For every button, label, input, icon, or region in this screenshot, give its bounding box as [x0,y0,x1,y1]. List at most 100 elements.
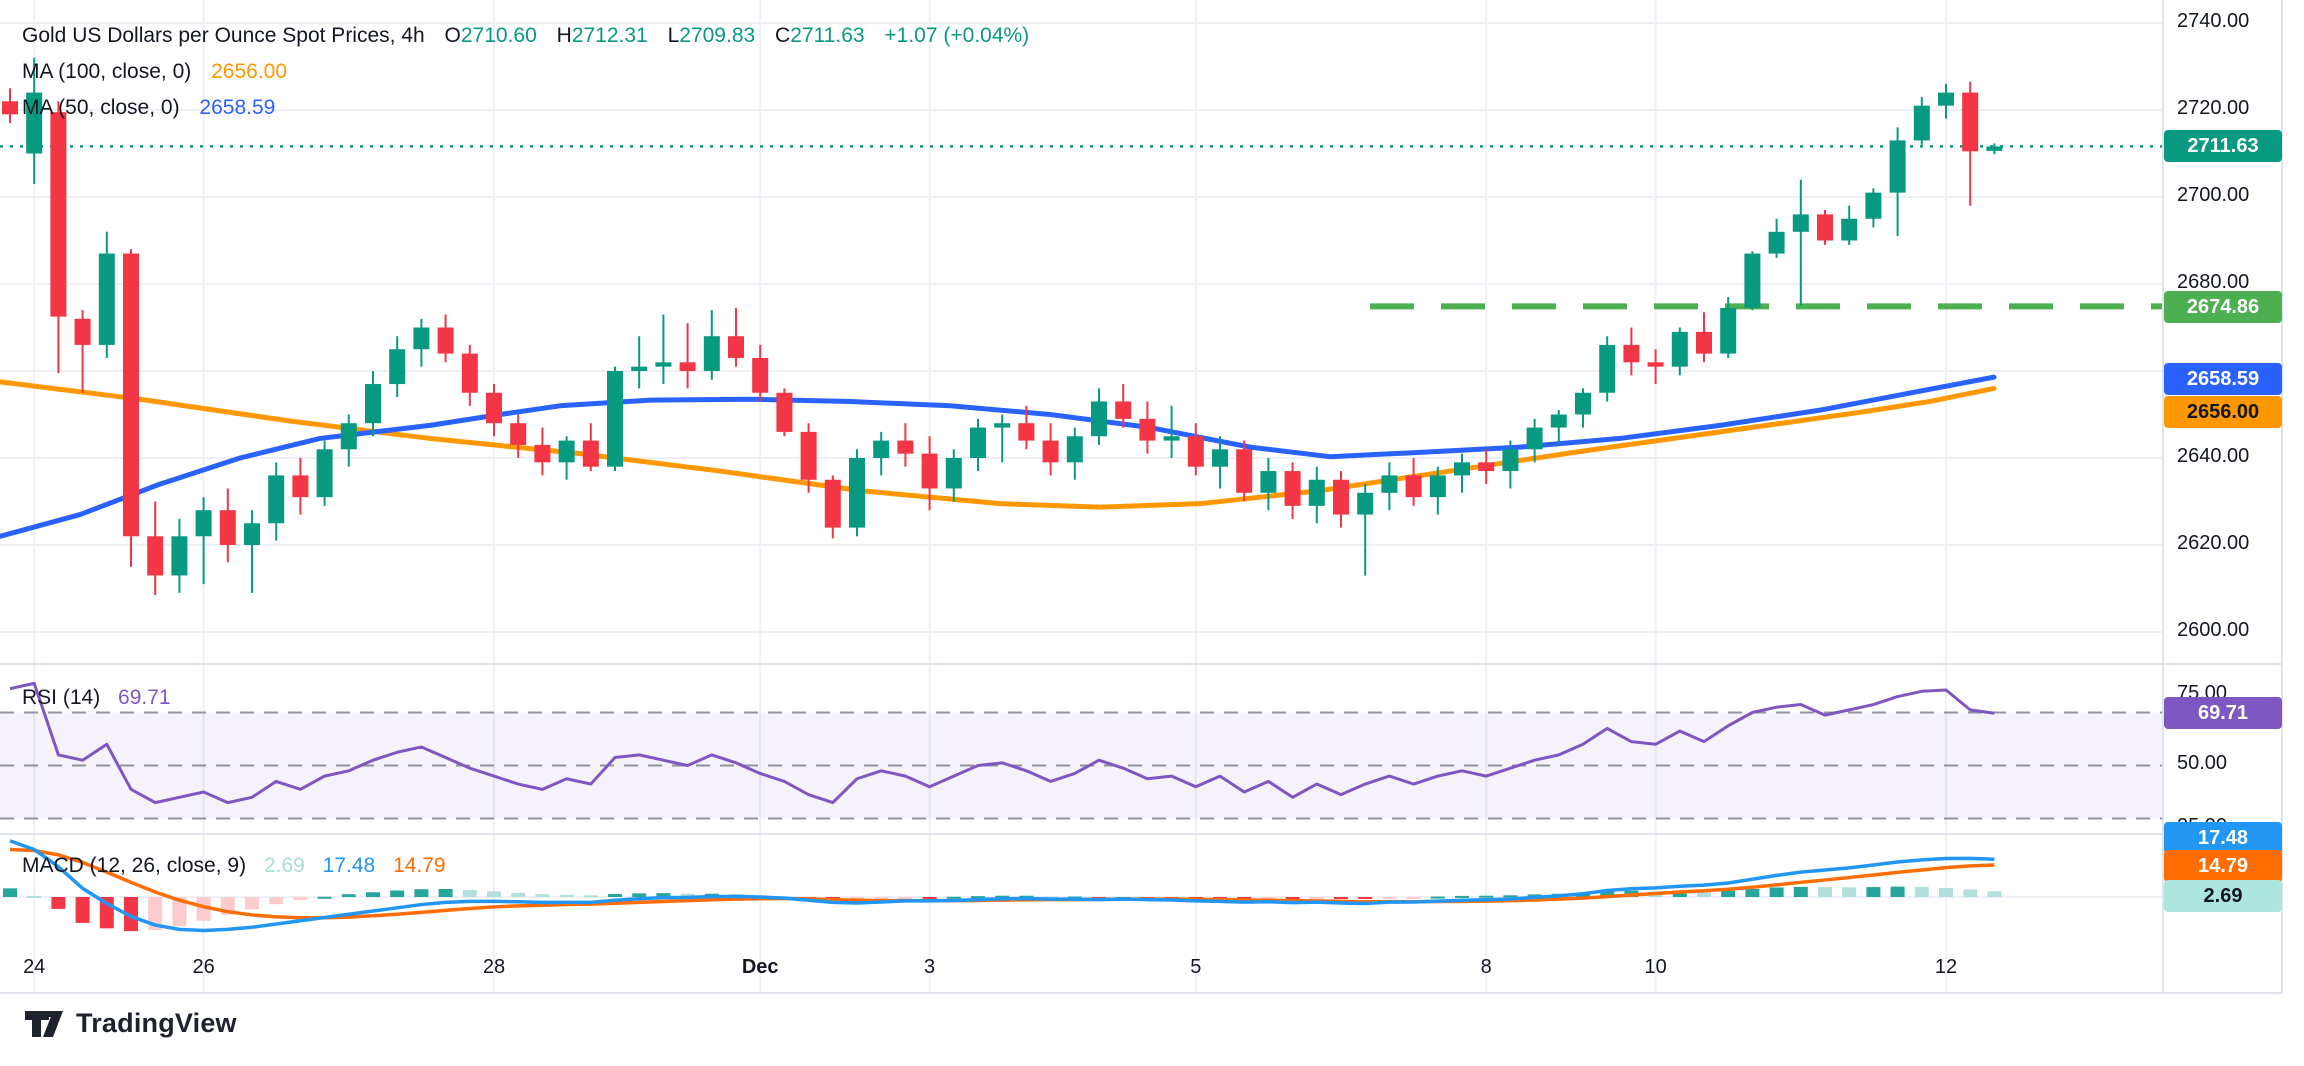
candle-body [316,449,333,498]
candle-body [582,440,599,467]
low-value: 2709.83 [679,24,756,47]
candle-body [1478,462,1495,472]
high-value: 2712.31 [571,24,648,47]
candle-body [50,112,67,317]
candle-body [970,427,986,458]
candle-body [413,327,430,350]
candle-body [1550,414,1567,428]
candle-body [195,510,212,537]
candle-body [1599,344,1616,393]
candle-body [800,431,817,480]
candle-body [1066,436,1083,463]
hist-badge: 2.69 [2164,880,2282,912]
macd-hist-bar [971,896,985,899]
candle-body [123,253,139,537]
macd-hist-bar [172,897,187,927]
macd-hist-bar [1358,897,1373,899]
time-tick-label: 8 [1480,956,1492,978]
candle-body [1212,449,1228,467]
candle-body [655,362,672,367]
candle-body [510,423,527,445]
macd-hist-bar [680,893,695,897]
candle-body [1139,418,1156,441]
candle-body [1284,471,1301,506]
rsi-label: RSI (14) [22,686,101,709]
change-value: +1.07 (+0.04%) [884,24,1030,47]
price-tick-label: 2620.00 [2177,532,2250,554]
candle-body [1333,479,1349,515]
macd-hist-bar [1866,887,1881,897]
macd-hist-bar [462,889,477,897]
macd-hist-bar [1745,889,1760,897]
candle-body [1647,362,1664,367]
time-tick-label: Dec [741,956,779,978]
macd-hist-bar [1914,886,1929,897]
price-tick-label: 2720.00 [2177,97,2250,119]
macd-legend-row[interactable]: MACD (12, 26, close, 9) 2.69 17.48 14.79 [22,854,446,878]
macd-hist-bar [148,897,163,931]
candle-body [2,101,18,115]
macd-hist-bar [1939,887,1953,897]
macd-hist-bar [1793,886,1808,897]
tradingview-brand-text[interactable]: TradingView [76,1008,237,1038]
level-badge: 2674.86 [2164,291,2282,323]
macd-hist-bar [487,891,501,897]
macd-hist-bar [632,893,647,897]
macd-label: MACD (12, 26, close, 9) [22,854,247,877]
macd-hist-bar [1455,895,1469,898]
rsi-tick-label: 50.00 [2177,752,2228,774]
candle-body [728,336,744,358]
macd-hist-bar [1285,897,1300,899]
candle-body [98,253,115,345]
macd-hist-bar [608,893,622,897]
candle-body [631,366,648,371]
candle-body [945,458,962,489]
rsi-legend-row[interactable]: RSI (14) 69.71 [22,686,171,710]
time-tick-label: 10 [1644,956,1667,978]
candle-body [607,371,623,467]
symbol-legend-row[interactable]: Gold US Dollars per Ounce Spot Prices, 4… [22,18,1029,54]
macd-hist-bar [874,897,889,899]
close-letter: C [775,24,791,47]
price-tick-label: 2600.00 [2177,619,2250,641]
candle-body [679,362,696,371]
candle-body [1308,479,1325,506]
low-letter: L [667,24,680,47]
candle-body [1913,105,1930,141]
candle-body [1091,401,1107,437]
macd-hist-bar [656,893,671,897]
high-letter: H [556,24,572,47]
candle-body [486,392,502,424]
macd-line-value: 17.48 [322,854,376,877]
macd-hist-bar [341,894,356,897]
macd-hist-bar [898,897,913,899]
candle-body [897,440,914,454]
time-tick-label: 5 [1190,956,1202,978]
candle-body [1889,140,1906,193]
open-letter: O [444,24,461,47]
macd-hist-bar [1261,897,1276,899]
candle-body [1187,436,1204,467]
ma100-legend-row[interactable]: MA (100, close, 0) 2656.00 [22,54,1029,90]
candle-body [1357,492,1374,515]
candle-body [1381,475,1398,493]
macd-hist-bar [1890,886,1905,897]
candle-body [171,536,188,576]
time-tick-label: 28 [482,956,506,978]
ma50-legend-row[interactable]: MA (50, close, 0) 2658.59 [22,90,1029,126]
macd-hist-bar [366,892,380,897]
ma50-badge: 2658.59 [2164,363,2282,395]
macd-hist-bar [1672,891,1687,897]
candle-body [1865,192,1882,219]
macd-line [9,839,1995,933]
candle-body [389,349,406,385]
candle-body [1042,440,1059,463]
macd-badge: 17.48 [2164,822,2282,854]
macd-hist-bar [269,897,284,905]
candle-body [1502,449,1519,472]
macd-hist-bar [245,897,259,910]
candle-body [1841,218,1858,241]
time-tick-label: 24 [23,956,46,978]
macd-hist-bar [583,895,598,898]
